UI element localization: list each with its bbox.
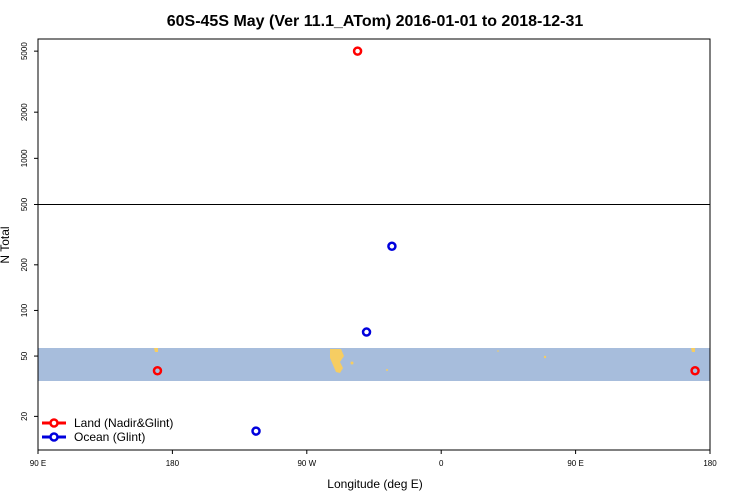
island-land	[497, 350, 499, 352]
legend-marker-ocean	[49, 432, 59, 442]
y-tick-label: 20	[20, 411, 29, 420]
x-tick-label: 90 E	[30, 459, 46, 468]
south-america-land	[330, 349, 344, 373]
legend-marker-land	[49, 418, 59, 428]
land-data-point	[152, 366, 163, 376]
legend-label-ocean: Ocean (Glint)	[74, 430, 145, 444]
x-tick-label: 90 E	[567, 459, 583, 468]
island-land	[543, 355, 547, 359]
new-zealand-land-east	[691, 348, 695, 352]
y-tick-label: 500	[20, 197, 29, 211]
y-tick-label: 100	[20, 303, 29, 317]
y-tick-label: 2000	[20, 103, 29, 121]
x-axis: 90 E 180 90 W 0 90 E 180	[30, 450, 717, 468]
x-tick-label: 0	[439, 459, 444, 468]
land-masses	[154, 348, 695, 373]
land-data-point	[352, 46, 363, 56]
new-zealand-land-west	[154, 348, 158, 352]
legend: Land (Nadir&Glint) Ocean (Glint)	[42, 416, 173, 444]
ocean-data-point	[387, 241, 397, 252]
y-tick-label: 5000	[20, 42, 29, 60]
y-tick-label: 200	[20, 258, 29, 272]
y-tick-label: 50	[20, 351, 29, 360]
x-tick-label: 180	[166, 459, 180, 468]
plot-frame	[37, 38, 711, 451]
data-points	[152, 46, 700, 436]
x-tick-label: 90 W	[297, 459, 316, 468]
land-band	[38, 348, 710, 381]
y-axis-label: N Total	[0, 226, 12, 263]
ocean-data-point	[361, 327, 372, 337]
x-axis-label: Longitude (deg E)	[327, 477, 422, 491]
legend-label-land: Land (Nadir&Glint)	[74, 416, 173, 430]
island-land	[350, 361, 354, 365]
ocean-band	[38, 348, 710, 381]
island-land	[386, 369, 388, 371]
land-data-point	[690, 366, 700, 376]
y-axis: 20 50 100 200 500 1000 2000 5000	[20, 42, 38, 421]
y-tick-label: 1000	[20, 149, 29, 167]
x-tick-label: 180	[703, 459, 717, 468]
chart-title: 60S-45S May (Ver 11.1_ATom) 2016-01-01 t…	[167, 13, 584, 30]
ocean-data-point	[251, 426, 261, 436]
